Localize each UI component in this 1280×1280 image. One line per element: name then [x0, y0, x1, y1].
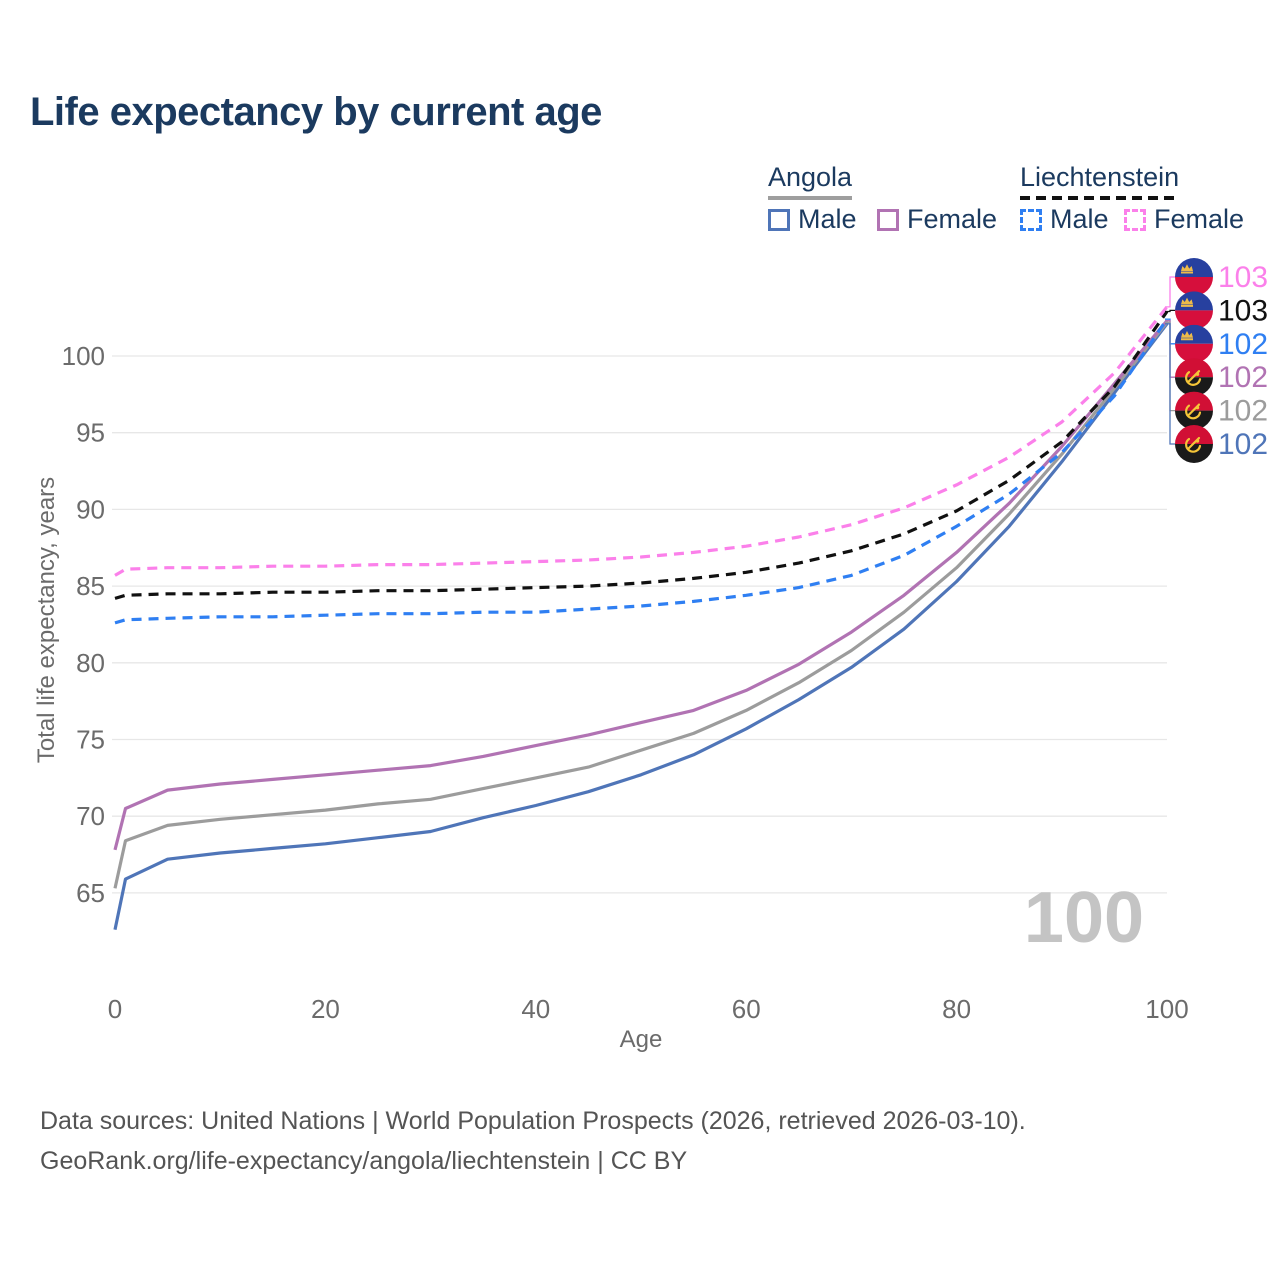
series-line-liechtenstein-male[interactable]: [114, 318, 1169, 625]
series-line-angola-male[interactable]: [113, 322, 1169, 931]
x-tick-40: 40: [521, 994, 550, 1024]
legend-item-liechtenstein-female[interactable]: Female: [1124, 204, 1244, 235]
angola-female-swatch-icon: [877, 208, 899, 231]
angola-male-swatch-icon: [768, 208, 790, 231]
end-label-value: 102: [1218, 428, 1268, 461]
end-label-angola-male[interactable]: 102: [1175, 425, 1268, 463]
x-tick-60: 60: [732, 994, 761, 1024]
end-label-value: 102: [1218, 328, 1268, 361]
liechtenstein-flag-icon: [1175, 291, 1213, 330]
y-tick-95: 95: [76, 418, 105, 448]
end-label-liechtenstein-female[interactable]: 103: [1175, 258, 1268, 296]
legend-liechtenstein-line-swatch: [1020, 196, 1177, 200]
end-label-connector: [1165, 323, 1175, 445]
legend-label: Female: [1154, 204, 1245, 234]
y-tick-65: 65: [76, 878, 105, 908]
angola-flag-icon: [1175, 391, 1213, 430]
end-label-connector: [1165, 276, 1175, 308]
footer-link: GeoRank.org/life-expectancy/angola/liech…: [40, 1147, 688, 1175]
legend-item-angola-female[interactable]: Female: [877, 204, 997, 235]
page-title: Life expectancy by current age: [30, 90, 602, 134]
x-tick-100: 100: [1145, 994, 1188, 1024]
y-tick-70: 70: [76, 801, 105, 831]
x-tick-20: 20: [311, 994, 340, 1024]
legend-angola-line-swatch: [768, 196, 852, 200]
liechtenstein-female-swatch-icon: [1124, 208, 1146, 231]
series-line-liechtenstein-female[interactable]: [114, 305, 1169, 577]
end-label-angola-female[interactable]: 102: [1175, 358, 1268, 397]
end-label-value: 102: [1218, 361, 1268, 394]
legend-label: Female: [907, 204, 998, 234]
y-tick-80: 80: [76, 648, 105, 678]
end-label-liechtenstein-total[interactable]: 103: [1175, 291, 1268, 330]
legend-label: Male: [1050, 204, 1109, 234]
end-label-angola-total[interactable]: 102: [1175, 391, 1268, 430]
end-label-value: 103: [1218, 294, 1268, 327]
liechtenstein-flag-icon: [1175, 324, 1213, 363]
y-tick-90: 90: [76, 494, 105, 524]
footer-sources: Data sources: United Nations | World Pop…: [40, 1107, 1026, 1135]
y-tick-85: 85: [76, 571, 105, 601]
y-axis-title: Total life expectancy, years: [33, 476, 60, 764]
series-line-liechtenstein-total[interactable]: [114, 310, 1169, 600]
end-label-value: 103: [1218, 261, 1268, 294]
y-tick-75: 75: [76, 725, 105, 755]
legend-label: Male: [798, 204, 857, 234]
y-tick-100: 100: [62, 341, 105, 371]
end-label-value: 102: [1218, 395, 1268, 428]
end-label-connector: [1165, 309, 1175, 313]
end-label-liechtenstein-male[interactable]: 102: [1175, 324, 1268, 363]
legend-group-liechtenstein: Liechtenstein: [1020, 162, 1180, 192]
liechtenstein-male-swatch-icon: [1020, 208, 1042, 231]
watermark: 100: [1024, 878, 1144, 958]
legend-group-angola: Angola: [768, 162, 853, 192]
series-line-angola-total[interactable]: [113, 321, 1169, 889]
x-tick-0: 0: [108, 994, 122, 1024]
angola-flag-icon: [1175, 358, 1213, 397]
x-axis-title: Age: [619, 1026, 663, 1053]
series-line-angola-female[interactable]: [113, 319, 1169, 851]
x-tick-80: 80: [942, 994, 971, 1024]
legend-item-angola-male[interactable]: Male: [768, 204, 857, 235]
angola-flag-icon: [1175, 425, 1213, 463]
legend-item-liechtenstein-male[interactable]: Male: [1020, 204, 1109, 235]
liechtenstein-flag-icon: [1175, 258, 1213, 296]
